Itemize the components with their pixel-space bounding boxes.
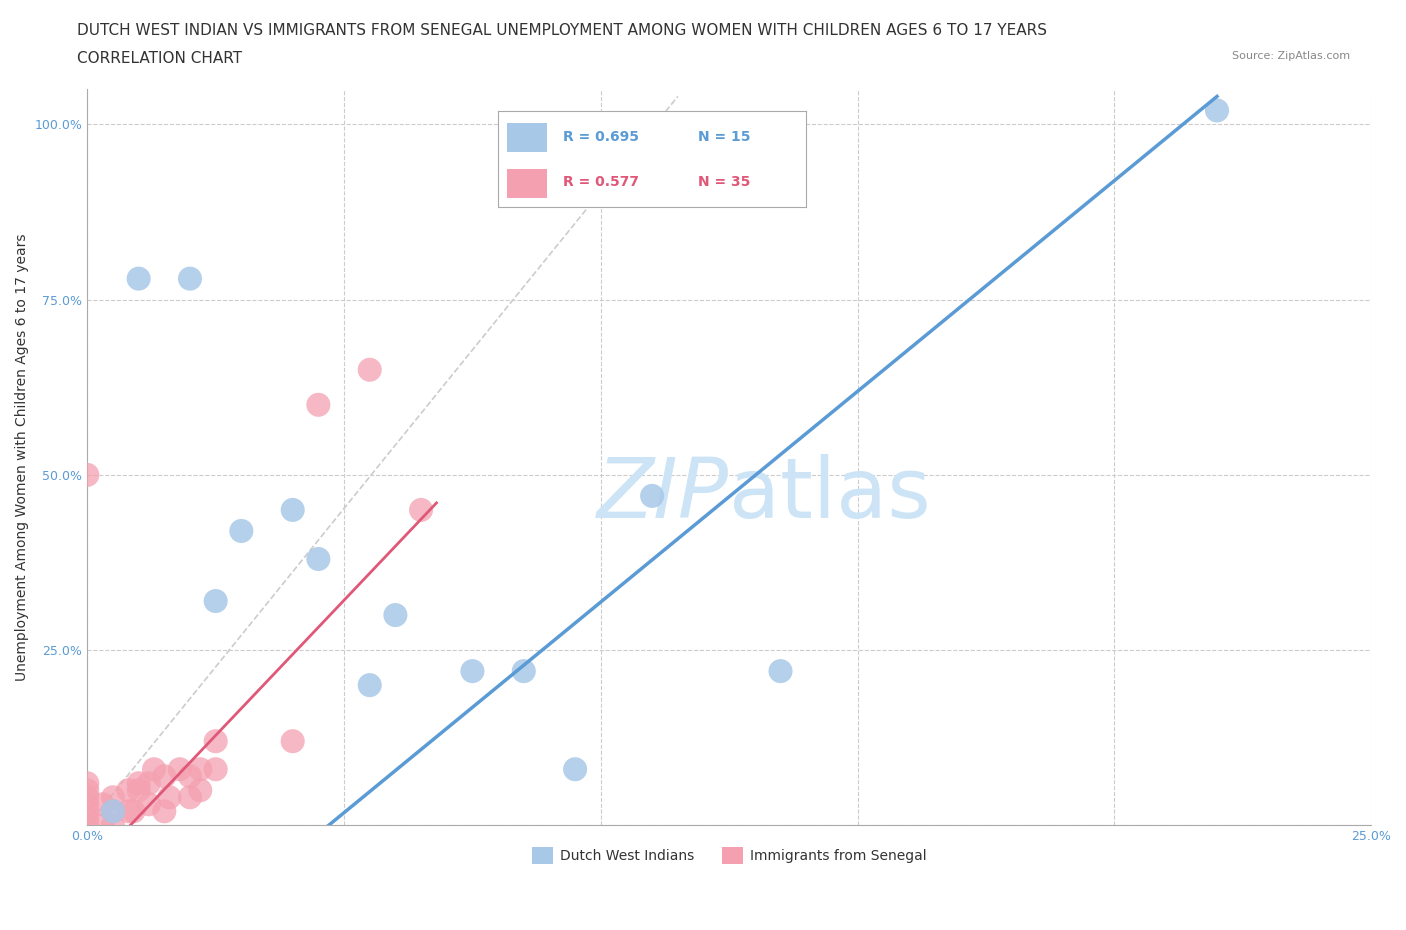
Point bbox=[307, 551, 329, 566]
Point bbox=[384, 607, 406, 622]
Point bbox=[138, 797, 160, 812]
Point bbox=[359, 678, 381, 693]
Point bbox=[204, 734, 226, 749]
Point bbox=[76, 817, 98, 832]
Point bbox=[76, 804, 98, 818]
Text: atlas: atlas bbox=[730, 454, 931, 535]
Point bbox=[76, 783, 98, 798]
Point bbox=[204, 762, 226, 777]
Point bbox=[513, 664, 536, 679]
Point bbox=[153, 804, 176, 818]
Y-axis label: Unemployment Among Women with Children Ages 6 to 17 years: Unemployment Among Women with Children A… bbox=[15, 233, 30, 681]
Point bbox=[101, 804, 124, 818]
Legend: Dutch West Indians, Immigrants from Senegal: Dutch West Indians, Immigrants from Sene… bbox=[526, 842, 932, 870]
Point bbox=[122, 804, 145, 818]
Point bbox=[76, 468, 98, 483]
Point bbox=[128, 272, 150, 286]
Point bbox=[281, 734, 304, 749]
Point bbox=[169, 762, 191, 777]
Point bbox=[204, 593, 226, 608]
Point bbox=[153, 769, 176, 784]
Point bbox=[159, 790, 181, 804]
Point bbox=[231, 524, 253, 538]
Point bbox=[76, 797, 98, 812]
Text: ZIP: ZIP bbox=[598, 454, 730, 535]
Text: CORRELATION CHART: CORRELATION CHART bbox=[77, 51, 242, 66]
Point bbox=[1206, 103, 1229, 118]
Point bbox=[179, 790, 201, 804]
Point bbox=[101, 790, 124, 804]
Point bbox=[128, 783, 150, 798]
Point bbox=[769, 664, 792, 679]
Point bbox=[307, 397, 329, 412]
Point bbox=[188, 762, 211, 777]
Point bbox=[281, 502, 304, 517]
Point bbox=[641, 488, 664, 503]
Point bbox=[409, 502, 432, 517]
Point bbox=[117, 783, 139, 798]
Point bbox=[138, 776, 160, 790]
Point bbox=[76, 811, 98, 826]
Point bbox=[564, 762, 586, 777]
Point bbox=[76, 776, 98, 790]
Point bbox=[359, 363, 381, 378]
Point bbox=[188, 783, 211, 798]
Point bbox=[91, 817, 114, 832]
Text: DUTCH WEST INDIAN VS IMMIGRANTS FROM SENEGAL UNEMPLOYMENT AMONG WOMEN WITH CHILD: DUTCH WEST INDIAN VS IMMIGRANTS FROM SEN… bbox=[77, 23, 1047, 38]
Point bbox=[76, 790, 98, 804]
Point bbox=[101, 817, 124, 832]
Point bbox=[128, 776, 150, 790]
Point bbox=[179, 769, 201, 784]
Text: Source: ZipAtlas.com: Source: ZipAtlas.com bbox=[1232, 51, 1350, 61]
Point bbox=[461, 664, 484, 679]
Point bbox=[117, 804, 139, 818]
Point bbox=[91, 797, 114, 812]
Point bbox=[143, 762, 166, 777]
Point bbox=[179, 272, 201, 286]
Point bbox=[101, 804, 124, 818]
